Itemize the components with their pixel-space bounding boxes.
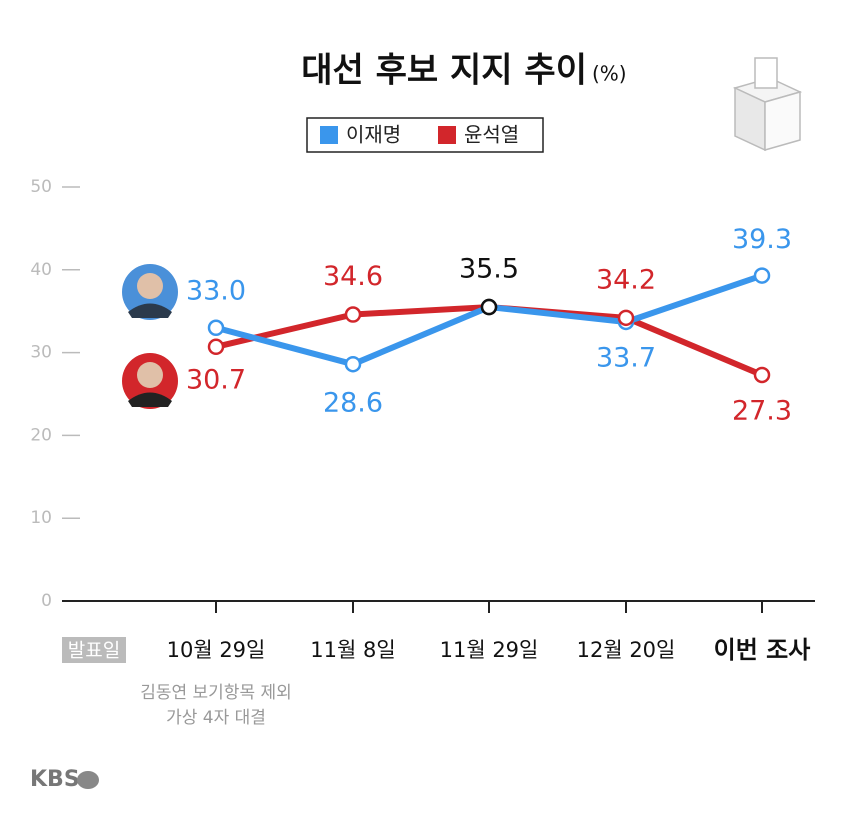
point: [753, 366, 771, 384]
legend-label: 이재명: [346, 123, 401, 147]
chart-title: 대선 후보 지지 추이: [301, 51, 587, 91]
point: [753, 267, 771, 284]
value-label: 34.2: [596, 264, 656, 295]
title-suffix: (%): [592, 62, 627, 86]
point: [207, 319, 225, 337]
y-tick-label: 0: [41, 591, 52, 611]
point: [480, 298, 498, 316]
series-line: [215, 272, 763, 368]
x-label-box: [62, 637, 126, 663]
y-tick-label: 30: [30, 343, 52, 363]
legend-swatch: [320, 126, 338, 144]
ballot-icon: [732, 57, 803, 152]
value-label: 33.7: [596, 342, 656, 373]
note: 김동연 보기항목 제외: [140, 683, 292, 703]
point: [344, 355, 362, 373]
y-tick-label: 40: [30, 260, 52, 280]
legend-label: 윤석열: [464, 123, 519, 147]
legend-swatch: [438, 126, 456, 144]
y-tick-label: 50: [30, 177, 52, 197]
y-tick-label: 20: [30, 425, 52, 445]
note: 가상 4자 대결: [166, 708, 266, 728]
x-tick-label: 10월 29일: [167, 638, 266, 662]
point: [617, 309, 635, 327]
legend-box: [306, 117, 544, 153]
value-label: 35.5: [459, 254, 519, 285]
point: [344, 306, 362, 323]
value-label: 27.3: [732, 395, 792, 426]
value-label: 39.3: [732, 224, 792, 255]
value-label: 30.7: [186, 364, 246, 395]
point: [207, 338, 225, 356]
x-tick-label: 11월 29일: [440, 638, 539, 662]
value-label: 28.6: [323, 388, 383, 419]
logo-mark: [77, 771, 99, 789]
value-label: 33.0: [186, 275, 246, 306]
logo: KBS: [30, 767, 80, 792]
portrait: [122, 264, 178, 409]
series-line: [215, 304, 764, 378]
x-tick-label: 12월 20일: [577, 638, 676, 662]
x-axis-label: 발표일: [68, 640, 120, 662]
value-label: 34.6: [323, 261, 383, 292]
x-tick-label: 이번 조사: [714, 636, 811, 664]
x-tick-label: 11월 8일: [310, 638, 395, 662]
y-tick-label: 10: [30, 508, 52, 528]
